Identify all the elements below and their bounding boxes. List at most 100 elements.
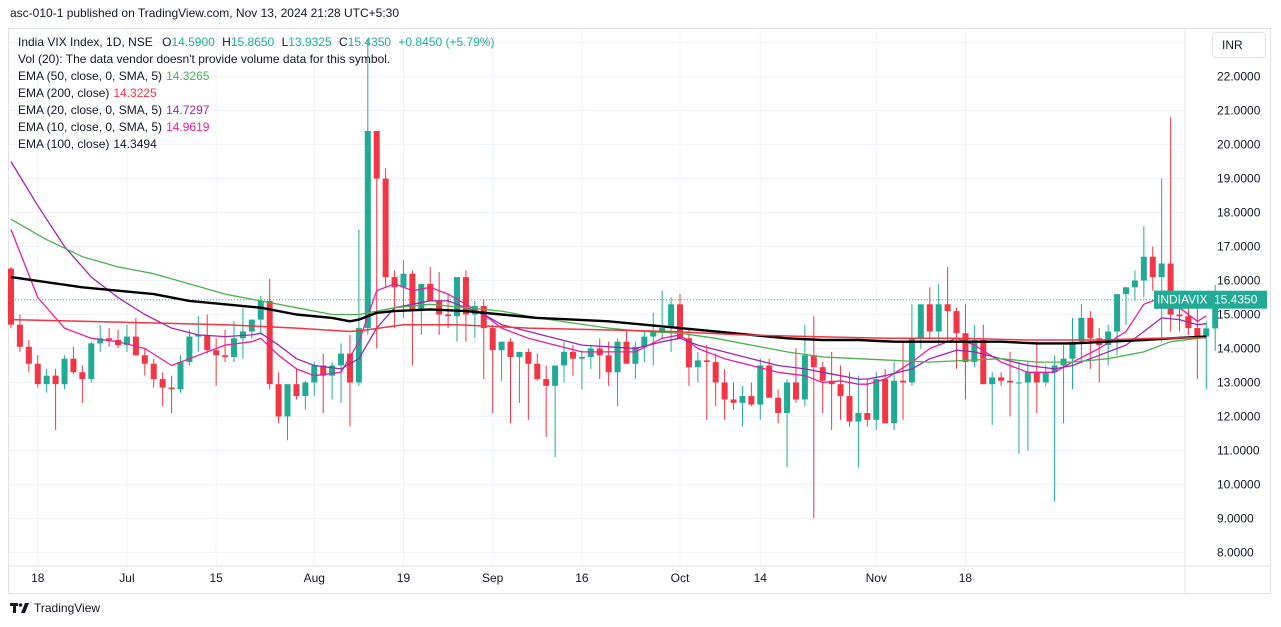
candle-body[interactable] — [1194, 328, 1201, 337]
candle-body[interactable] — [864, 413, 871, 420]
candle-body[interactable] — [471, 305, 478, 315]
candle-body[interactable] — [418, 283, 425, 312]
candle-body[interactable] — [801, 355, 808, 400]
candle-body[interactable] — [52, 375, 59, 385]
candle-body[interactable] — [1212, 299, 1219, 329]
candle-body[interactable] — [828, 380, 835, 385]
currency-button[interactable]: INR — [1212, 32, 1266, 58]
candle-body[interactable] — [43, 375, 50, 385]
candle-body[interactable] — [1069, 341, 1076, 359]
candle-body[interactable] — [623, 341, 630, 364]
candle-body[interactable] — [587, 348, 594, 357]
candle-body[interactable] — [355, 328, 362, 383]
candle-body[interactable] — [641, 336, 648, 347]
candle-body[interactable] — [1140, 256, 1147, 281]
candle-body[interactable] — [329, 365, 336, 376]
candle-body[interactable] — [338, 353, 345, 366]
candle-body[interactable] — [34, 363, 41, 385]
candle-body[interactable] — [891, 380, 898, 424]
candle-body[interactable] — [677, 304, 683, 339]
candle-body[interactable] — [373, 130, 380, 179]
candle-body[interactable] — [784, 382, 791, 414]
candle-body[interactable] — [489, 328, 496, 351]
candle-body[interactable] — [632, 346, 639, 364]
candle-body[interactable] — [257, 300, 264, 320]
candle-body[interactable] — [578, 356, 585, 359]
candle-body[interactable] — [168, 387, 175, 390]
candle-body[interactable] — [150, 363, 157, 380]
candle-body[interactable] — [873, 379, 880, 420]
candle-body[interactable] — [846, 396, 853, 422]
candle-body[interactable] — [516, 351, 523, 357]
candle-body[interactable] — [507, 341, 514, 357]
candle-body[interactable] — [525, 351, 532, 364]
tradingview-logo[interactable]: TradingView — [10, 601, 100, 615]
candle-body[interactable] — [1131, 280, 1138, 288]
candle-body[interactable] — [659, 328, 666, 332]
candle-body[interactable] — [552, 365, 559, 386]
candle-body[interactable] — [998, 377, 1005, 381]
candle-body[interactable] — [266, 300, 273, 385]
candle-body[interactable] — [454, 277, 460, 317]
candle-body[interactable] — [971, 339, 978, 363]
candle-body[interactable] — [391, 277, 398, 288]
candle-body[interactable] — [186, 336, 193, 363]
candle-body[interactable] — [855, 413, 862, 422]
candle-body[interactable] — [819, 367, 826, 381]
candle-body[interactable] — [1123, 287, 1129, 295]
candle-body[interactable] — [1203, 328, 1210, 337]
candle-body[interactable] — [1087, 317, 1094, 339]
candle-body[interactable] — [284, 384, 291, 417]
candle-body[interactable] — [445, 314, 452, 317]
candle-body[interactable] — [8, 268, 14, 325]
candle-body[interactable] — [61, 358, 68, 385]
candle-body[interactable] — [900, 380, 906, 383]
candle-body[interactable] — [213, 350, 220, 356]
candle-body[interactable] — [1024, 372, 1031, 383]
candle-body[interactable] — [1007, 380, 1014, 383]
candle-body[interactable] — [16, 324, 23, 347]
candle-body[interactable] — [364, 130, 371, 329]
candle-body[interactable] — [748, 396, 755, 405]
candle-body[interactable] — [70, 358, 77, 373]
candle-body[interactable] — [721, 382, 728, 400]
candle-body[interactable] — [462, 277, 469, 315]
candle-body[interactable] — [293, 384, 300, 397]
candle-body[interactable] — [382, 178, 389, 278]
candle-body[interactable] — [775, 397, 782, 414]
candle-body[interactable] — [1033, 372, 1040, 383]
candle-body[interactable] — [694, 360, 701, 368]
candle-body[interactable] — [543, 379, 550, 386]
candle-body[interactable] — [480, 305, 487, 329]
candle-body[interactable] — [614, 341, 621, 373]
candle-body[interactable] — [409, 273, 416, 312]
candle-body[interactable] — [962, 333, 969, 363]
candle-body[interactable] — [97, 338, 104, 344]
candle-body[interactable] — [935, 304, 942, 332]
candle-body[interactable] — [1078, 317, 1085, 342]
candle-body[interactable] — [123, 336, 130, 346]
candle-body[interactable] — [650, 331, 657, 337]
candle-body[interactable] — [427, 283, 434, 301]
candle-body[interactable] — [739, 396, 746, 403]
candle-body[interactable] — [837, 384, 844, 397]
candle-body[interactable] — [400, 273, 407, 288]
candle-body[interactable] — [908, 338, 915, 383]
candle-body[interactable] — [810, 355, 817, 368]
candle-body[interactable] — [25, 346, 32, 364]
candle-body[interactable] — [436, 300, 443, 315]
candle-body[interactable] — [231, 338, 237, 357]
candle-body[interactable] — [115, 339, 122, 346]
candle-body[interactable] — [106, 338, 113, 340]
candle-body[interactable] — [703, 360, 710, 363]
candle-body[interactable] — [311, 365, 318, 383]
candle-body[interactable] — [1149, 256, 1156, 278]
candle-body[interactable] — [1042, 372, 1049, 383]
candle-body[interactable] — [561, 351, 568, 366]
candle-body[interactable] — [320, 365, 327, 376]
candle-body[interactable] — [882, 379, 889, 424]
candle-body[interactable] — [222, 355, 229, 357]
candle-body[interactable] — [712, 362, 719, 383]
candle-body[interactable] — [1158, 263, 1165, 278]
